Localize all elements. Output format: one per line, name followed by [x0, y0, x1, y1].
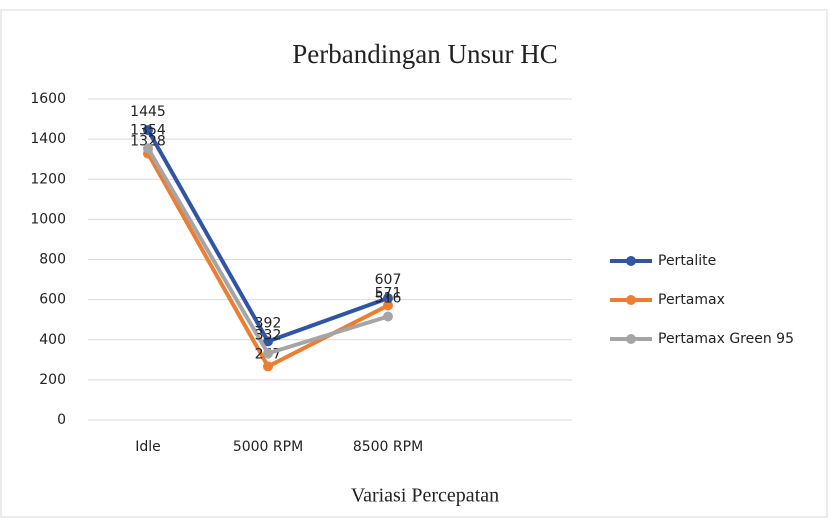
data-point: [143, 125, 153, 136]
legend-label: Pertamax: [658, 292, 725, 308]
x-tick-label: 8500 RPM: [353, 439, 423, 455]
legend-label: Pertamax Green 95: [658, 331, 794, 347]
y-tick-label: 200: [39, 372, 66, 388]
data-point: [263, 336, 273, 347]
data-label: 1445: [130, 104, 166, 120]
x-tick-label: 5000 RPM: [233, 439, 303, 455]
data-label: 392: [255, 315, 282, 331]
legend-marker: [626, 295, 636, 305]
y-tick-label: 1400: [30, 131, 66, 147]
legend-marker: [626, 256, 636, 266]
data-label: 607: [375, 272, 402, 288]
y-tick-label: 1600: [30, 91, 66, 107]
y-tick-label: 1000: [30, 211, 66, 227]
chart-border: [0, 9, 828, 518]
chart-title: Perbandingan Unsur HC: [292, 39, 557, 69]
y-tick-label: 1200: [30, 171, 66, 187]
data-point: [143, 143, 153, 154]
y-tick-label: 0: [57, 412, 66, 428]
data-point: [383, 311, 393, 322]
y-tick-label: 400: [39, 332, 66, 348]
data-point: [383, 300, 393, 311]
data-label: 571: [375, 285, 402, 301]
x-axis-title: Variasi Percepatan: [351, 485, 499, 507]
legend-label: Pertalite: [658, 253, 716, 269]
data-point: [383, 293, 393, 304]
data-point: [263, 348, 273, 359]
data-label: 1328: [130, 134, 166, 150]
y-tick-label: 600: [39, 292, 66, 308]
data-point: [263, 361, 273, 372]
data-label: 516: [375, 290, 402, 306]
y-tick-label: 800: [39, 252, 66, 268]
x-tick-label: Idle: [135, 439, 161, 455]
data-label: 1354: [130, 122, 166, 138]
data-label: 332: [255, 327, 282, 343]
legend-marker: [626, 334, 636, 344]
